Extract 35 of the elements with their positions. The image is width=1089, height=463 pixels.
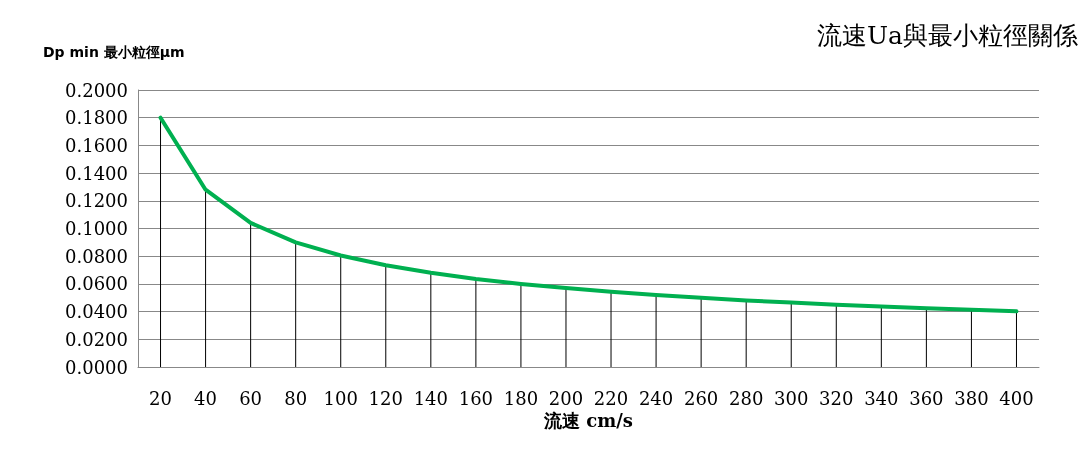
x-tick-label: 260	[683, 387, 719, 409]
y-tick-label: 0.0200	[65, 328, 128, 350]
x-tick-label: 20	[149, 387, 172, 409]
x-tick-label: 160	[458, 387, 494, 409]
x-tick-label: 80	[284, 387, 308, 409]
x-tick-label: 60	[239, 387, 263, 409]
y-tick-label: 0.0600	[65, 273, 128, 295]
x-tick-label: 40	[194, 387, 218, 409]
x-tick-label: 400	[999, 387, 1034, 409]
y-tick-label: 0.1600	[65, 134, 128, 156]
x-tick-label: 240	[638, 387, 674, 409]
x-tick-label: 280	[729, 387, 764, 409]
x-tick-label: 340	[864, 387, 899, 409]
y-tick-label: 0.0800	[65, 245, 128, 267]
y-tick-label: 0.0000	[65, 356, 128, 378]
x-tick-label: 220	[593, 387, 629, 409]
y-tick-label: 0.1400	[65, 162, 128, 184]
x-tick-label: 320	[819, 387, 854, 409]
y-axis-title: Dp min 最小粒徑µm	[43, 44, 185, 60]
y-tick-label: 0.1200	[65, 190, 128, 212]
chart-title: 流速Ua與最小粒徑關係	[817, 21, 1079, 50]
y-tick-label: 0.1800	[65, 107, 128, 129]
x-tick-label: 300	[774, 387, 809, 409]
x-tick-label: 180	[503, 387, 539, 409]
x-tick-label: 100	[323, 387, 358, 409]
y-tick-label: 0.2000	[65, 79, 128, 101]
y-tick-label: 0.0400	[65, 301, 128, 323]
x-tick-label: 360	[909, 387, 944, 409]
x-tick-label: 120	[368, 387, 403, 409]
x-axis-title: 流速 cm/s	[543, 410, 633, 432]
x-tick-label: 140	[413, 387, 448, 409]
line-series	[158, 115, 1019, 314]
x-tick-label: 380	[954, 387, 989, 409]
y-tick-label: 0.1000	[65, 218, 128, 239]
x-tick-label: 200	[548, 387, 584, 409]
